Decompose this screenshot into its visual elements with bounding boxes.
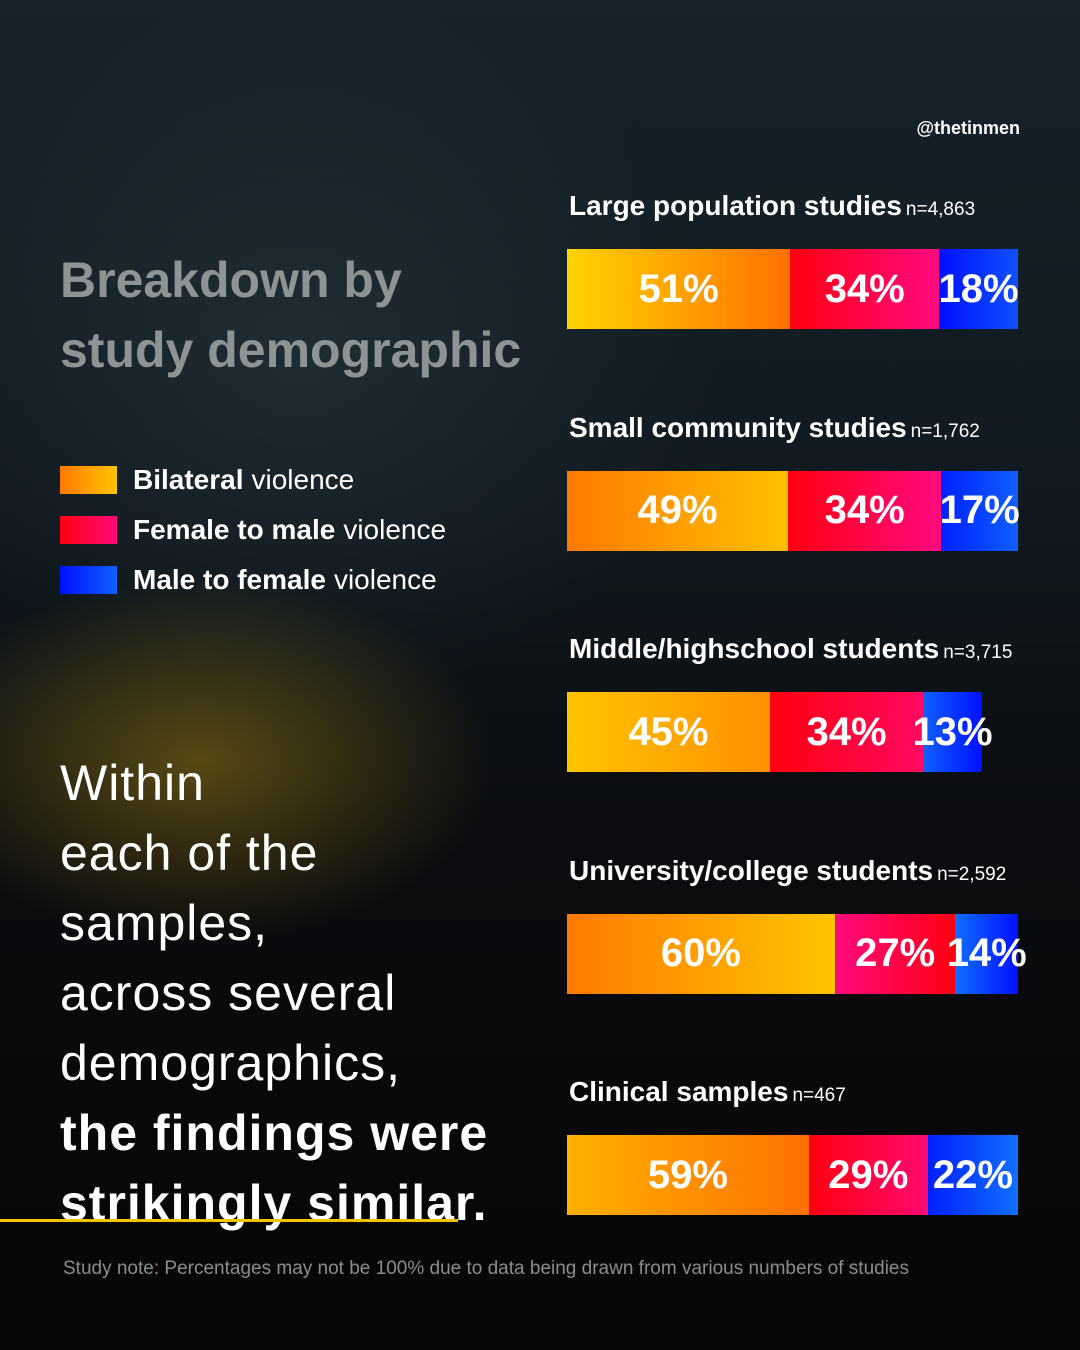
heading-line: Breakdown by	[60, 252, 402, 308]
legend-label-bold: Bilateral	[133, 464, 244, 495]
legend: Bilateral violence Female to male violence…	[60, 455, 446, 605]
summary-line-bold: the findings were	[60, 1105, 489, 1161]
group-title-text: Large population studies	[569, 190, 902, 221]
bar-segment-female-to-male: 34%	[790, 249, 940, 329]
bar-segment-female-to-male: 27%	[834, 913, 956, 994]
summary-line-bold: strikingly similar.	[60, 1175, 488, 1231]
highlight-underline	[0, 1219, 458, 1222]
bar-segment-bilateral: 59%	[567, 1135, 809, 1215]
summary-line: each of the	[60, 825, 319, 881]
sample-size: n=1,762	[910, 420, 980, 442]
bar-segment-bilateral: 60%	[567, 913, 835, 994]
group-title-text: Clinical samples	[569, 1076, 789, 1107]
summary-line: Within	[60, 755, 205, 811]
legend-item-bilateral: Bilateral violence	[60, 455, 446, 505]
group-title-text: Middle/highschool students	[569, 633, 940, 664]
heading: Breakdown by study demographic	[60, 245, 521, 385]
bar-group-title: Large population studies n=4,863	[569, 190, 975, 222]
bar-group-title: Middle/highschool students n=3,715	[569, 633, 1012, 665]
study-note: Study note: Percentages may not be 100% …	[63, 1258, 910, 1279]
group-title-text: Small community studies	[569, 411, 907, 443]
summary-line: across several	[60, 965, 397, 1021]
sample-size: n=467	[792, 1085, 846, 1106]
legend-swatch	[60, 516, 117, 544]
legend-swatch	[60, 566, 117, 594]
legend-label-bold: Female to male	[133, 514, 336, 545]
group-title-text: University/college students	[569, 854, 934, 886]
bar-group-title: Small community studies n=1,762	[569, 412, 980, 444]
bar-segment-male-to-female: 13%	[913, 692, 993, 772]
stacked-bar: 59% 29% 22%	[567, 1135, 1018, 1215]
bar-group-title: Clinical samples n=467	[569, 1076, 846, 1108]
stacked-bar: 45% 34% 13%	[567, 692, 993, 772]
legend-item-female-to-male: Female to male violence	[60, 505, 446, 555]
bar-segment-male-to-female: 18%	[939, 249, 1019, 329]
bar-segment-female-to-male: 34%	[769, 692, 924, 772]
legend-label: violence	[251, 464, 355, 495]
stacked-bar: 60% 27% 14%	[567, 913, 1027, 994]
bar-segment-female-to-male: 29%	[808, 1135, 928, 1215]
sample-size: n=3,715	[943, 642, 1013, 663]
summary-text: Within each of the samples, across sever…	[60, 748, 488, 1238]
legend-label-bold: Male to female	[133, 564, 326, 595]
sample-size: n=4,863	[905, 199, 976, 220]
bar-segment-bilateral: 45%	[567, 692, 770, 772]
summary-line: demographics,	[60, 1035, 401, 1091]
author-handle: @thetinmen	[916, 118, 1020, 138]
bar-segment-bilateral: 51%	[567, 249, 791, 329]
legend-label: violence	[333, 564, 437, 595]
bar-segment-female-to-male: 34%	[787, 470, 942, 551]
summary-line: samples,	[60, 895, 269, 951]
legend-item-male-to-female: Male to female violence	[60, 555, 446, 605]
legend-swatch	[60, 466, 117, 494]
stacked-bar: 51% 34% 18%	[567, 249, 1019, 329]
bar-group-title: University/college students n=2,592	[569, 855, 1006, 887]
bar-segment-male-to-female: 14%	[947, 913, 1027, 994]
bar-segment-male-to-female: 22%	[927, 1135, 1018, 1215]
bar-segment-male-to-female: 17%	[940, 470, 1020, 551]
stacked-bar: 49% 34% 17%	[567, 470, 1020, 551]
heading-line: study demographic	[60, 322, 522, 378]
legend-label: violence	[343, 514, 447, 545]
sample-size: n=2,592	[937, 863, 1007, 885]
bar-segment-bilateral: 49%	[567, 470, 788, 551]
